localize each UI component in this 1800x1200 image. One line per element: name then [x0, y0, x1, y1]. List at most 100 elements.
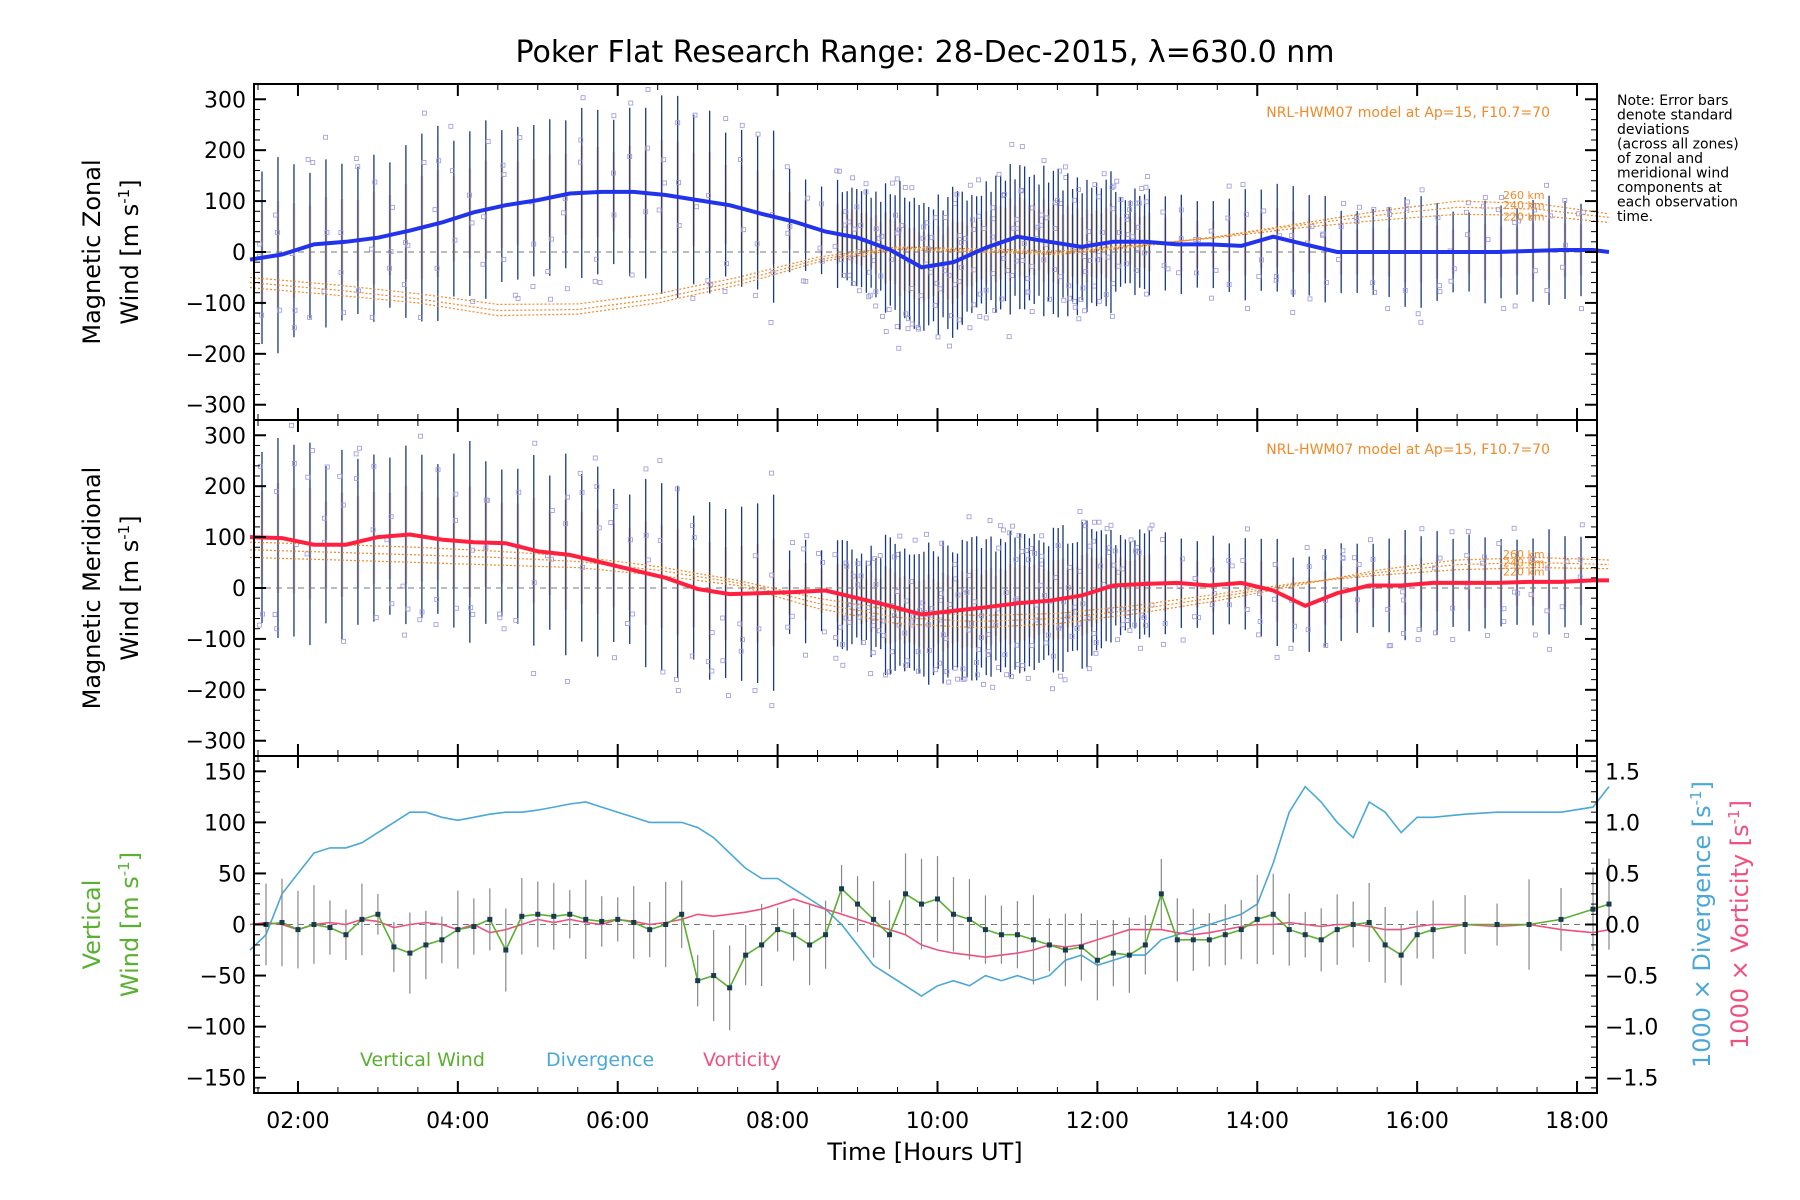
scatter-point — [1179, 556, 1185, 562]
scatter-point — [388, 514, 394, 520]
scatter-point — [1564, 559, 1570, 565]
scatter-point — [787, 223, 793, 229]
x-tick-label: 08:00 — [746, 1109, 809, 1134]
scatter-point — [1340, 555, 1346, 560]
scatter-point — [421, 160, 427, 165]
scatter-point — [937, 286, 943, 292]
scatter-point — [405, 606, 411, 612]
scatter-point — [1372, 289, 1378, 295]
scatter-point — [1162, 621, 1168, 626]
scatter-point — [1018, 188, 1024, 194]
scatter-point — [1529, 215, 1535, 221]
scatter-point — [674, 676, 679, 682]
scatter-point — [1464, 584, 1470, 590]
scatter-point — [1544, 288, 1550, 293]
scatter-point — [720, 658, 726, 664]
x-axis: 02:00 04:00 06:00 08:00 10:00 12:00 14:00 16:00… — [257, 84, 1609, 1134]
scatter-point — [934, 280, 940, 286]
scatter-point — [1451, 266, 1457, 272]
scatter-point — [952, 665, 958, 671]
scatter-point — [1577, 556, 1583, 562]
vertical-wind-point — [439, 937, 445, 943]
scatter-point — [1547, 646, 1553, 652]
scatter-point — [1014, 216, 1020, 222]
scatter-point — [737, 621, 743, 627]
x-axis-label: Time [Hours UT] — [826, 1138, 1022, 1166]
scatter-point — [741, 227, 747, 233]
scatter-point — [924, 531, 929, 537]
scatter-point — [902, 630, 908, 636]
scatter-point — [1496, 541, 1502, 546]
scatter-point — [1512, 303, 1518, 309]
scatter-point — [790, 540, 795, 546]
scatter-point — [726, 693, 731, 698]
scatter-point — [867, 292, 873, 298]
scatter-point — [1091, 538, 1096, 544]
vertical-wind-point — [1558, 916, 1564, 922]
scatter-point — [561, 210, 566, 216]
scatter-point — [1002, 192, 1007, 197]
scatter-point — [1062, 164, 1068, 170]
vertical-wind-point — [455, 927, 461, 933]
scatter-point — [804, 533, 810, 539]
scatter-point — [753, 293, 759, 298]
altitude-label: 260 km — [1503, 548, 1545, 561]
scatter-point — [1029, 263, 1035, 269]
scatter-point — [1050, 686, 1055, 692]
scatter-point — [1141, 250, 1147, 256]
scatter-point — [689, 653, 695, 659]
scatter-point — [1530, 556, 1535, 562]
scatter-point — [1419, 526, 1425, 532]
model-curve-260-km — [249, 200, 1610, 317]
scatter-point — [1319, 232, 1325, 238]
scatter-point — [929, 606, 935, 611]
scatter-point — [1485, 633, 1490, 638]
scatter-point — [370, 527, 376, 533]
scatter-point — [976, 177, 981, 183]
scatter-point — [629, 272, 635, 278]
scatter-point — [485, 497, 490, 503]
scatter-point — [1110, 206, 1116, 212]
scatter-point — [643, 209, 649, 215]
scatter-point — [1176, 270, 1181, 276]
scatter-point — [1437, 555, 1443, 561]
scatter-point — [899, 223, 905, 228]
scatter-point — [723, 116, 729, 121]
scatter-point — [1095, 257, 1100, 263]
scatter-point — [1240, 182, 1246, 187]
scatter-point — [1288, 645, 1294, 651]
scatter-point — [1273, 277, 1279, 283]
scatter-point — [897, 533, 903, 539]
scatter-point — [1272, 562, 1278, 567]
scatter-point — [1096, 519, 1102, 525]
note-line: of zonal and — [1617, 151, 1703, 167]
scatter-point — [863, 189, 869, 195]
scatter-point — [887, 669, 892, 675]
scatter-point — [1415, 311, 1421, 317]
vertical-wind-point — [950, 911, 956, 917]
scatter-point — [1041, 158, 1047, 164]
scatter-point — [895, 589, 900, 594]
scatter-point — [1371, 206, 1377, 212]
scatter-point — [1290, 289, 1296, 295]
vertical-wind-point — [1318, 937, 1324, 943]
scatter-point — [1226, 602, 1232, 608]
scatter-point — [946, 272, 952, 278]
scatter-point — [1213, 267, 1219, 273]
scatter-point — [1076, 316, 1082, 322]
scatter-point — [372, 179, 378, 185]
scatter-point — [625, 621, 630, 627]
scatter-point — [390, 204, 396, 210]
note-line: deviations — [1617, 122, 1689, 138]
scatter-point — [819, 201, 824, 207]
vertical-wind-point — [295, 927, 301, 933]
vertical-wind-point — [1158, 891, 1164, 897]
scatter-point — [1086, 229, 1092, 235]
scatter-point — [1431, 565, 1437, 571]
scatter-point — [1010, 523, 1015, 529]
vertical-wind-point — [1366, 919, 1372, 925]
scatter-point — [1368, 537, 1373, 543]
vertical-wind-point — [1286, 927, 1292, 933]
y-tick-label: −300 — [186, 730, 246, 755]
scatter-point — [1579, 522, 1585, 528]
